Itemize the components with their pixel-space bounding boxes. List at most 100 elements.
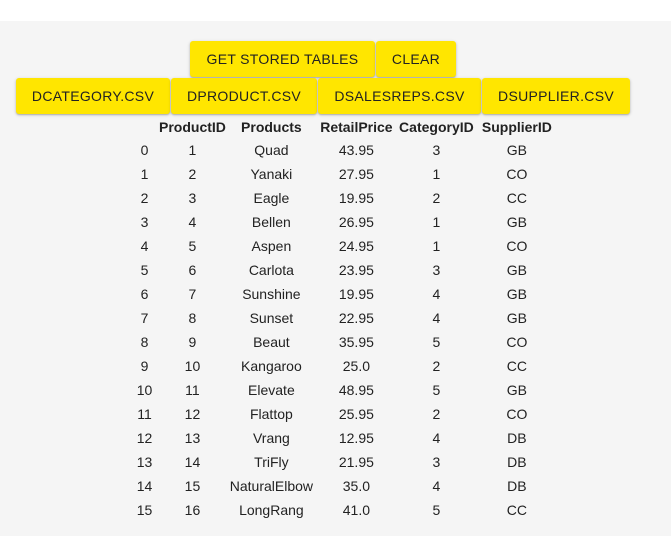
row-index-cell: 7 xyxy=(140,310,149,326)
table-row: 10 11 Elevate 48.95 5 GB xyxy=(130,378,557,402)
table-cell: NaturalElbow xyxy=(229,478,314,494)
table-cell: 5 xyxy=(432,382,441,398)
table-cell: 9 xyxy=(188,334,197,350)
table-cell: GB xyxy=(506,142,527,158)
table-cell: 1 xyxy=(432,214,441,230)
table-cell: 27.95 xyxy=(338,166,374,182)
dproduct-csv-button[interactable]: DPRODUCT.CSV xyxy=(171,78,317,114)
row-index-cell: 12 xyxy=(136,430,153,446)
table-cell: 13 xyxy=(184,430,201,446)
table-cell: DB xyxy=(507,430,527,446)
table-cell: 19.95 xyxy=(338,190,374,206)
table-cell: 3 xyxy=(432,142,441,158)
table-cell: 1 xyxy=(432,166,441,182)
table-cell: 26.95 xyxy=(338,214,374,230)
table-cell: DB xyxy=(507,454,527,470)
table-cell: 12.95 xyxy=(338,430,374,446)
table-row: 8 9 Beaut 35.95 5 CO xyxy=(130,330,557,354)
primary-toolbar: GET STORED TABLES CLEAR xyxy=(190,41,456,77)
table-cell: 15 xyxy=(184,478,201,494)
column-header: RetailPrice xyxy=(320,119,393,135)
table-cell: 4 xyxy=(432,286,441,302)
table-cell: 1 xyxy=(432,238,441,254)
table-cell: 25.95 xyxy=(338,406,374,422)
table-cell: 8 xyxy=(188,310,197,326)
table-cell: 5 xyxy=(188,238,197,254)
table-body: 0 1 Quad 43.95 3 GB 1 2 Yanaki 27.95 1 CO 2 3 Eagle 19.… xyxy=(130,138,557,522)
row-index-cell: 9 xyxy=(140,358,149,374)
table-cell: CC xyxy=(506,190,527,206)
index-header xyxy=(130,116,159,138)
table-cell: Flattop xyxy=(249,406,293,422)
table-cell: CO xyxy=(506,406,528,422)
table-row: 12 13 Vrang 12.95 4 DB xyxy=(130,426,557,450)
table-cell: 4 xyxy=(432,310,441,326)
table-cell: Beaut xyxy=(253,334,290,350)
table-cell: 23.95 xyxy=(338,262,374,278)
table-cell: 2 xyxy=(432,358,441,374)
dsalesreps-csv-button[interactable]: DSALESREPS.CSV xyxy=(318,78,481,114)
table-cell: Yanaki xyxy=(250,166,293,182)
table-row: 14 15 NaturalElbow 35.0 4 DB xyxy=(130,474,557,498)
table-cell: 43.95 xyxy=(338,142,374,158)
table-cell: 6 xyxy=(188,262,197,278)
table-cell: Kangaroo xyxy=(241,358,302,374)
table-cell: 35.0 xyxy=(342,478,371,494)
table-cell: 2 xyxy=(188,166,197,182)
row-index-cell: 2 xyxy=(140,190,149,206)
column-header: Products xyxy=(241,119,302,135)
table-cell: 2 xyxy=(432,406,441,422)
row-index-cell: 5 xyxy=(140,262,149,278)
table-cell: GB xyxy=(506,310,527,326)
table-row: 1 2 Yanaki 27.95 1 CO xyxy=(130,162,557,186)
table-row: 0 1 Quad 43.95 3 GB xyxy=(130,138,557,162)
clear-button[interactable]: CLEAR xyxy=(376,41,456,77)
row-index-cell: 8 xyxy=(140,334,149,350)
table-cell: 24.95 xyxy=(338,238,374,254)
table-cell: TriFly xyxy=(254,454,289,470)
table-row: 4 5 Aspen 24.95 1 CO xyxy=(130,234,557,258)
row-index-cell: 11 xyxy=(137,406,152,422)
table-cell: 48.95 xyxy=(338,382,374,398)
dsupplier-csv-button[interactable]: DSUPPLIER.CSV xyxy=(482,78,630,114)
table-cell: 12 xyxy=(184,406,201,422)
table-cell: 14 xyxy=(184,454,201,470)
table-cell: 25.0 xyxy=(342,358,371,374)
table-cell: Aspen xyxy=(251,238,292,254)
row-index-cell: 14 xyxy=(136,478,153,494)
table-cell: Sunshine xyxy=(242,286,301,302)
row-index-cell: 15 xyxy=(136,502,153,518)
row-index-cell: 4 xyxy=(140,238,149,254)
table-cell: Eagle xyxy=(253,190,290,206)
table-cell: LongRang xyxy=(239,502,304,518)
table-cell: 41.0 xyxy=(342,502,371,518)
row-index-cell: 13 xyxy=(136,454,153,470)
table-cell: 16 xyxy=(184,502,201,518)
table-cell: 22.95 xyxy=(338,310,374,326)
table-cell: CC xyxy=(506,502,527,518)
table-cell: 4 xyxy=(188,214,197,230)
table-row: 7 8 Sunset 22.95 4 GB xyxy=(130,306,557,330)
get-stored-tables-button[interactable]: GET STORED TABLES xyxy=(190,41,375,77)
row-index-cell: 1 xyxy=(140,166,149,182)
product-table: ProductID Products RetailPrice CategoryID Su… xyxy=(130,116,557,522)
table-cell: CO xyxy=(506,238,528,254)
table-cell: Sunset xyxy=(249,310,294,326)
table-cell: 7 xyxy=(188,286,197,302)
row-index-cell: 0 xyxy=(140,142,149,158)
table-cell: CC xyxy=(506,358,527,374)
table-cell: 35.95 xyxy=(338,334,374,350)
table-cell: CO xyxy=(506,166,528,182)
table-cell: 19.95 xyxy=(338,286,374,302)
row-index-cell: 10 xyxy=(136,382,153,398)
column-header: ProductID xyxy=(159,119,226,135)
table-cell: DB xyxy=(507,478,527,494)
dcategory-csv-button[interactable]: DCATEGORY.CSV xyxy=(16,78,170,114)
table-row: 5 6 Carlota 23.95 3 GB xyxy=(130,258,557,282)
table-row: 3 4 Bellen 26.95 1 GB xyxy=(130,210,557,234)
table-cell: 10 xyxy=(184,358,201,374)
table-cell: CO xyxy=(506,334,528,350)
table-cell: GB xyxy=(506,382,527,398)
table-cell: 4 xyxy=(432,478,441,494)
file-toolbar: DCATEGORY.CSV DPRODUCT.CSV DSALESREPS.CS… xyxy=(16,78,630,114)
